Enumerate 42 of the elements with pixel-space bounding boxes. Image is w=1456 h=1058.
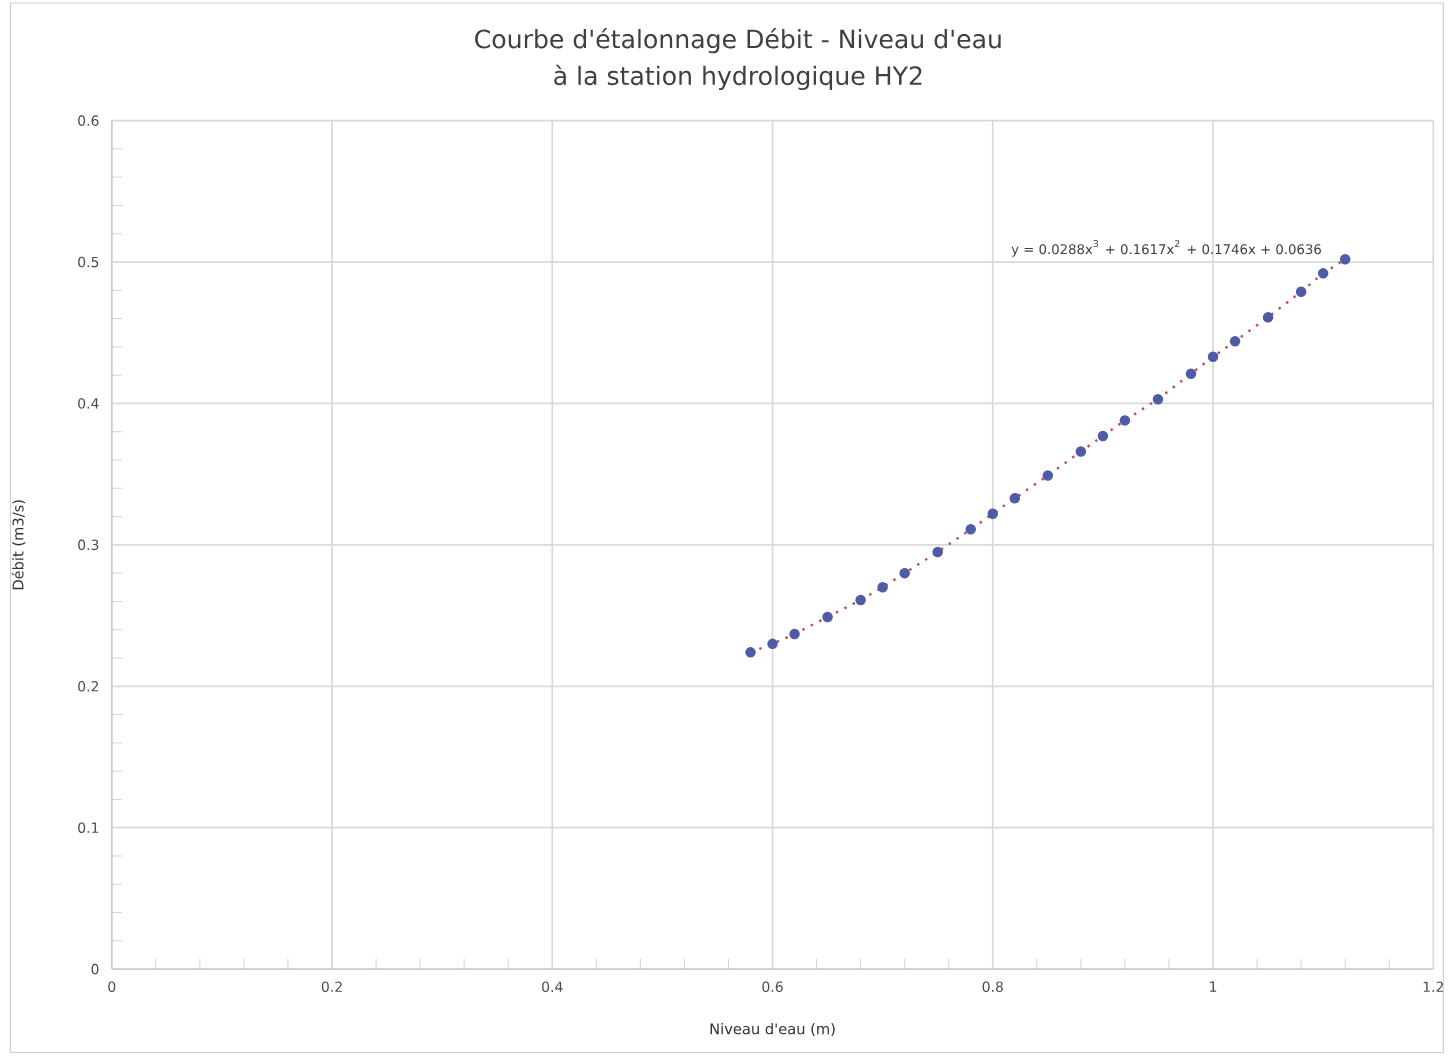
point [767,638,778,650]
point [1229,336,1241,347]
annotation: y = 0.0288x$^{3}$ + 0.1617x$^{2}$ + 0.1746x + 0.0636 [1011,240,1321,257]
point [1119,415,1131,426]
x-tick-label: 1 [1210,981,1217,992]
point [1097,430,1109,442]
y-tick-label: 0.6 [78,115,99,127]
x-axis-title: Niveau d'eau (m) [710,1023,835,1037]
point [1262,312,1274,323]
point [1207,351,1219,363]
y-tick-label: 0.1 [78,822,99,834]
y-tick-label: 0 [91,964,99,975]
x-tick-label: 0.4 [542,981,563,993]
point [745,647,756,658]
point [1317,268,1329,279]
point [1009,493,1021,504]
point [877,582,888,593]
point [899,568,910,579]
x-tick-label: 0 [108,981,116,993]
y-tick-label: 0.4 [78,398,99,409]
x-tick-label: 0.2 [321,981,342,993]
point [1339,254,1351,265]
point [1042,470,1054,482]
x-tick-label: 0.6 [762,981,783,993]
x-tick-label: 1.2 [1423,981,1443,993]
point [1185,368,1197,380]
y-tick-label: 0.5 [78,256,99,268]
chart-subtitle: à la station hydrologique HY2 [554,64,922,91]
point [855,594,866,606]
point [1295,286,1307,298]
point [1152,394,1164,405]
x-tick-label: 0.8 [982,981,1003,993]
point [965,524,976,535]
y-tick-label: 0.3 [78,539,99,551]
point [822,611,833,623]
point [789,628,800,640]
point [932,546,943,558]
y-axis-title: Débit (m3/s) [11,500,26,590]
y-tick-label: 0.2 [78,681,99,692]
point [987,508,999,520]
point [1075,446,1087,457]
chart-title: Courbe d'étalonnage Débit - Niveau d'eau [475,28,1001,54]
